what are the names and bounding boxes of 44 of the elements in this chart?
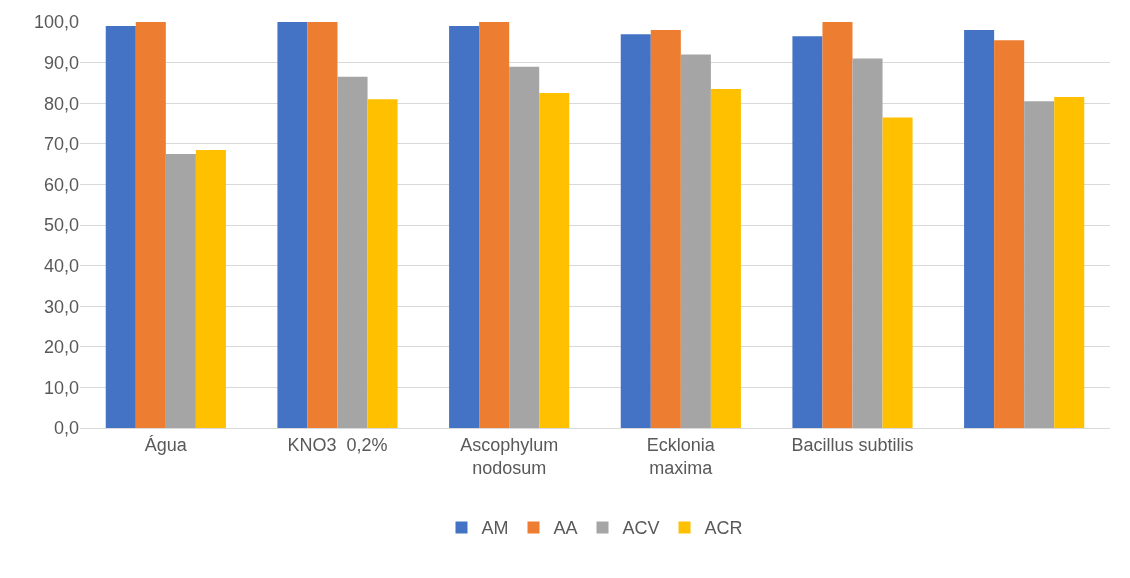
bar xyxy=(105,26,136,428)
y-tick-label: 90,0 xyxy=(43,52,79,73)
bar xyxy=(822,22,853,428)
bar xyxy=(1054,97,1085,428)
y-tick-label: 0,0 xyxy=(53,418,79,439)
legend-label: AA xyxy=(553,518,578,539)
bar xyxy=(367,99,398,428)
legend-label: ACR xyxy=(704,518,743,539)
y-tick-label: 80,0 xyxy=(43,93,79,114)
y-tick-label: 60,0 xyxy=(43,174,79,195)
bar xyxy=(710,88,741,428)
bar xyxy=(337,76,368,428)
y-tick-label: 70,0 xyxy=(43,134,79,155)
bar xyxy=(509,66,540,428)
bar xyxy=(650,30,681,428)
legend-label: AM xyxy=(481,518,509,539)
bar xyxy=(792,36,823,428)
y-tick-label: 10,0 xyxy=(43,377,79,398)
x-tick-label: Água xyxy=(144,434,188,455)
bar xyxy=(479,22,510,428)
y-tick-label: 100,0 xyxy=(33,12,79,33)
x-tick-label: Ecklonia maxima xyxy=(646,434,716,478)
bar xyxy=(307,22,338,428)
bar xyxy=(964,30,995,428)
bar xyxy=(882,117,913,428)
bar xyxy=(195,149,226,428)
bar xyxy=(539,93,570,428)
bar xyxy=(1024,101,1055,428)
bar xyxy=(165,153,196,428)
bar xyxy=(277,22,308,428)
x-tick-label: Ascophylum nodosum xyxy=(460,434,559,478)
y-tick-label: 40,0 xyxy=(43,255,79,276)
bar xyxy=(680,54,711,428)
y-tick-label: 20,0 xyxy=(43,337,79,358)
x-tick-label: KNO3 0,2% xyxy=(287,434,388,455)
bar xyxy=(135,22,166,428)
bar xyxy=(449,26,480,428)
x-tick-label: Bacillus subtilis xyxy=(791,434,914,455)
y-tick-label: 30,0 xyxy=(43,296,79,317)
bar xyxy=(852,58,883,428)
bar xyxy=(620,34,651,428)
y-tick-label: 50,0 xyxy=(43,215,79,236)
legend-label: ACV xyxy=(622,518,660,539)
bar xyxy=(994,40,1025,428)
